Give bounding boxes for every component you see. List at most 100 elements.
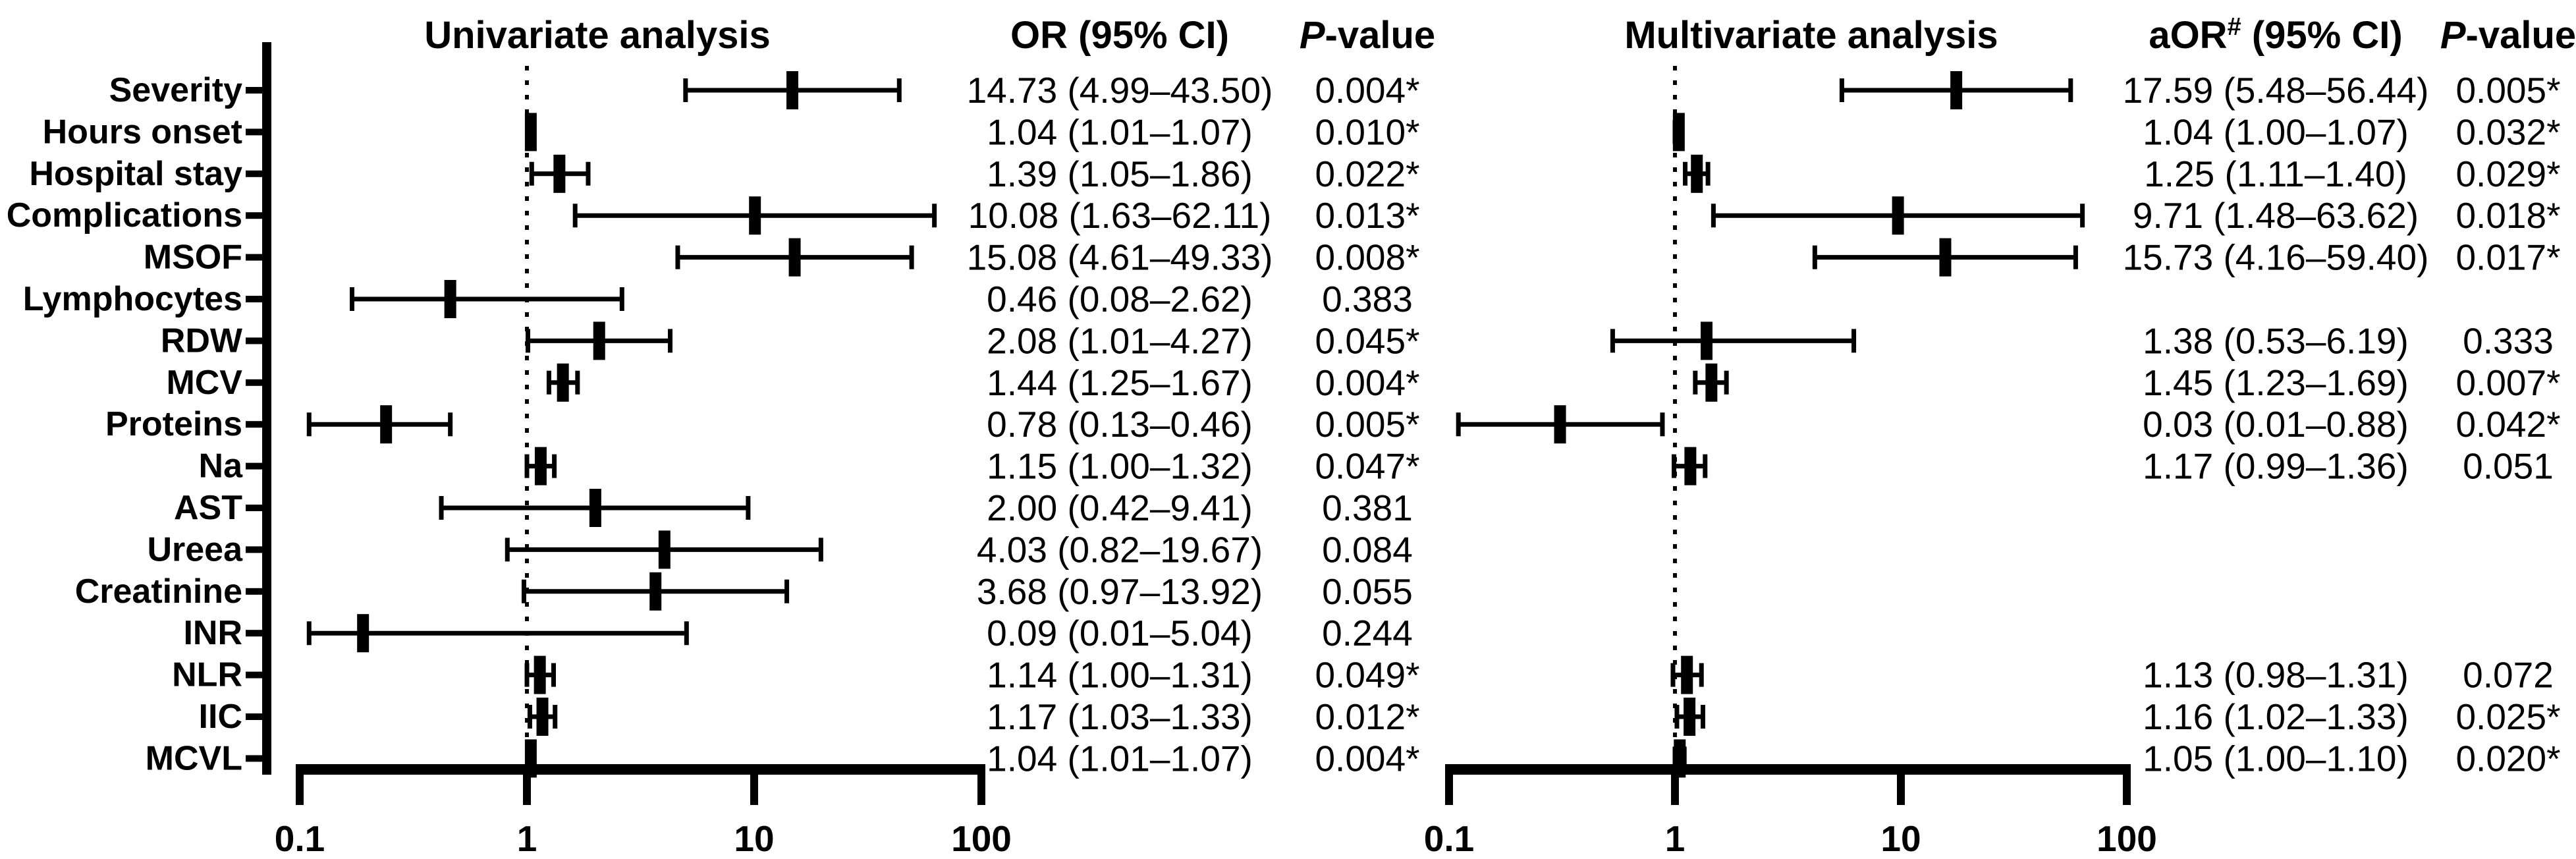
uni-effect-value: 2.00 (0.42–9.41) (987, 487, 1253, 528)
uni-effect-value: 10.08 (1.63–62.11) (968, 195, 1272, 236)
point-estimate-marker (444, 280, 456, 318)
multi-p-value: 0.025* (2455, 696, 2560, 737)
row-axis-tick (246, 421, 263, 428)
point-estimate-marker (1939, 238, 1952, 277)
multi-p-value: 0.005* (2455, 70, 2560, 111)
univariate-x-axis-tick (977, 764, 985, 805)
point-estimate-marker (1892, 196, 1904, 235)
uni-p-value: 0.047* (1315, 446, 1419, 487)
multivariate-x-axis-tick-label: 10 (1880, 818, 1921, 859)
point-estimate-marker (786, 71, 799, 109)
row-axis-tick (246, 630, 263, 637)
multi-ci-marker (1812, 238, 2078, 277)
uni-p-value: 0.022* (1315, 153, 1419, 194)
uni-ci-marker (521, 572, 790, 611)
point-estimate-marker (749, 196, 761, 235)
univariate-x-axis-tick (750, 764, 758, 805)
multivariate-x-axis-tick-label: 1 (1665, 818, 1685, 859)
uni-p-value: 0.055 (1322, 571, 1413, 612)
multivariate-panel-title: Multivariate analysis (1624, 14, 1998, 57)
row-axis-tick (246, 128, 263, 136)
multi-effect-value: 9.71 (1.48–63.62) (2133, 195, 2419, 236)
point-estimate-marker (1950, 71, 1963, 109)
univariate-p-column-header: P-value (1300, 14, 1435, 57)
univariate-x-axis-tick-label: 0.1 (275, 818, 325, 859)
uni-effect-value: 1.17 (1.03–1.33) (987, 696, 1253, 737)
univariate-x-axis-tick-label: 1 (517, 818, 537, 859)
uni-effect-value: 1.44 (1.25–1.67) (987, 362, 1253, 403)
multivariate-effect-column-header: aOR# (95% CI) (2149, 13, 2402, 57)
point-estimate-marker (1672, 113, 1685, 152)
uni-ci-marker (524, 447, 557, 485)
point-estimate-marker (357, 614, 370, 653)
uni-effect-value: 1.39 (1.05–1.86) (987, 153, 1253, 194)
univariate-x-axis-tick-label: 100 (951, 818, 1012, 859)
row-label: AST (174, 489, 242, 527)
multivariate-x-axis-tick (1897, 764, 1905, 805)
multi-ci-marker (1670, 655, 1704, 694)
uni-effect-value: 1.04 (1.01–1.07) (987, 111, 1253, 152)
row-label: RDW (161, 321, 243, 360)
row-label: Ureea (147, 530, 243, 568)
uni-p-value: 0.010* (1315, 111, 1419, 152)
multi-p-value: 0.017* (2455, 237, 2560, 278)
row-axis-tick (246, 379, 263, 386)
multivariate-x-axis-tick (2123, 764, 2131, 805)
multi-effect-value: 1.16 (1.02–1.33) (2143, 696, 2409, 737)
uni-effect-value: 0.46 (0.08–2.62) (987, 279, 1253, 319)
row-axis-tick (246, 170, 263, 177)
multi-ci-marker (1456, 405, 1665, 444)
multi-ci-marker (1672, 113, 1685, 152)
uni-effect-value: 0.78 (0.13–0.46) (987, 404, 1253, 445)
multi-p-value: 0.007* (2455, 362, 2560, 403)
multi-effect-value: 1.38 (0.53–6.19) (2143, 320, 2409, 361)
row-label: Hours onset (43, 113, 242, 151)
multi-effect-value: 15.73 (4.16–59.40) (2123, 237, 2429, 278)
multi-ci-marker (1672, 447, 1708, 485)
multi-ci-marker (1674, 698, 1705, 736)
uni-effect-value: 3.68 (0.97–13.92) (977, 571, 1263, 612)
row-axis-tick (246, 462, 263, 470)
uni-ci-marker (524, 113, 537, 152)
uni-ci-marker (306, 405, 453, 444)
row-axis-tick (246, 755, 263, 762)
uni-effect-value: 14.73 (4.99–43.50) (967, 70, 1273, 111)
uni-effect-value: 1.15 (1.00–1.32) (987, 446, 1253, 487)
point-estimate-marker (658, 530, 671, 569)
uni-effect-value: 15.08 (4.61–49.33) (967, 237, 1273, 278)
row-axis-tick (246, 588, 263, 595)
multi-p-value: 0.042* (2455, 404, 2560, 445)
uni-p-value: 0.244 (1322, 613, 1413, 653)
uni-effect-value: 4.03 (0.82–19.67) (977, 529, 1263, 570)
or-column-header: OR (95% CI) (1010, 14, 1229, 57)
row-axis-tick (246, 546, 263, 553)
row-axis-tick (246, 671, 263, 679)
uni-p-value: 0.013* (1315, 195, 1419, 236)
row-axis-tick (246, 212, 263, 219)
multi-effect-value: 0.03 (0.01–0.88) (2143, 404, 2409, 445)
multi-p-value: 0.333 (2463, 320, 2554, 361)
point-estimate-marker (1705, 363, 1718, 402)
point-estimate-marker (524, 739, 537, 778)
uni-effect-value: 1.14 (1.00–1.31) (987, 655, 1253, 696)
multi-effect-value: 1.25 (1.11–1.40) (2144, 153, 2407, 194)
uni-ci-marker (350, 280, 624, 318)
uni-p-value: 0.381 (1322, 487, 1413, 528)
multi-p-value: 0.032* (2455, 111, 2560, 152)
row-label: IIC (199, 698, 242, 736)
multi-ci-marker (1711, 196, 2085, 235)
row-label: Creatinine (75, 572, 242, 611)
row-axis-tick (246, 337, 263, 345)
point-estimate-marker (589, 489, 601, 527)
row-axis-tick (246, 296, 263, 302)
point-estimate-marker (593, 321, 605, 360)
multi-effect-value: 1.17 (0.99–1.36) (2143, 446, 2409, 487)
point-estimate-marker (1681, 655, 1693, 694)
point-estimate-marker (1691, 154, 1703, 193)
uni-p-value: 0.045* (1315, 320, 1419, 361)
row-label: Complications (7, 196, 242, 235)
uni-ci-marker (675, 238, 914, 277)
y-axis-spine (262, 42, 271, 775)
